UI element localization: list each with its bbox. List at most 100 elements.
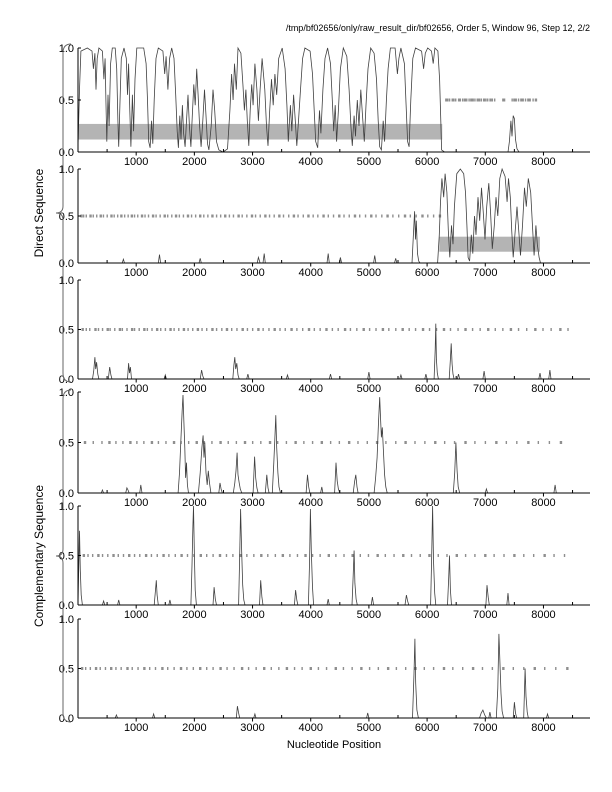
x-tick-label: 7000 [473,497,497,509]
x-tick-label: 6000 [415,609,439,621]
x-tick-label: 1000 [124,722,148,734]
orf-marks [83,441,563,444]
x-tick-label: 7000 [473,156,497,168]
x-tick-label: 8000 [531,722,555,734]
x-tick-label: 3000 [240,383,264,395]
coding-probability-curve [78,633,570,719]
y-tick-label: 1.0 [59,614,74,626]
x-tick-label: 8000 [531,497,555,509]
x-tick-label: 1000 [124,267,148,279]
x-tick-label: 2000 [182,156,206,168]
orf-marks [81,328,569,331]
x-tick-label: 8000 [531,383,555,395]
x-tick-label: 5000 [357,383,381,395]
x-tick-label: 4000 [298,156,322,168]
panel-complementary-frame-3: 1000 2000 3000 4000 5000 6000 7000 8000 1.0 0.5 0.… [59,614,590,734]
axes [77,279,590,383]
axes [77,47,590,156]
x-tick-label: 1000 [124,156,148,168]
x-tick-label: 1000 [124,609,148,621]
tick-labels: 1000 2000 3000 4000 5000 6000 7000 8000 1.0 0.5 0.… [59,614,556,734]
x-tick-label: 7000 [473,267,497,279]
gene-region-band [439,236,540,252]
axes [77,168,590,267]
y-tick-label: 1.0 [59,164,74,176]
x-tick-label: 2000 [182,267,206,279]
x-tick-label: 5000 [357,156,381,168]
axes [77,391,590,497]
coding-probability-curve [78,394,570,494]
x-tick-label: 7000 [473,609,497,621]
coding-probability-curve [78,323,570,380]
x-tick-label: 4000 [298,383,322,395]
y-tick-label: 0.5 [59,664,74,676]
orf-marks [80,214,442,218]
panel-direct-frame-1: 1000 2000 3000 4000 5000 6000 7000 80001.00.50.… [59,43,590,168]
x-tick-label: 2000 [182,609,206,621]
x-tick-label: 4000 [298,497,322,509]
y-tick-label: 1.0 [59,387,74,399]
y-tick-label: 0.0 [59,374,74,386]
tick-labels: 1000 2000 3000 4000 5000 6000 7000 8000 1.0 0.5 0.… [59,387,556,509]
x-tick-label: 1000 [124,497,148,509]
coding-probability-curve [77,46,570,153]
panel-complementary-frame-1: 1000 2000 3000 4000 5000 6000 7000 8000 1.0 0.5 0.… [59,387,590,509]
x-tick-label: 4000 [298,722,322,734]
direct-sequence-brace [55,43,72,383]
y-tick-label: 0.0 [59,258,74,270]
x-tick-label: 3000 [240,156,264,168]
x-axis-title: Nucleotide Position [286,739,382,751]
y-tick-label: 0.5 [59,211,74,223]
tick-labels: 1000 2000 3000 4000 5000 6000 7000 80001.00.50.… [59,501,556,621]
x-tick-label: 1000 [124,383,148,395]
orf-marks [82,554,566,557]
coding-probability-curve [77,505,570,606]
tick-labels: 1000 2000 3000 4000 5000 6000 7000 8000 1.0 0.5 0.… [59,164,556,279]
x-tick-label: 3000 [240,722,264,734]
x-tick-label: 6000 [415,383,439,395]
gene-region-band [78,123,443,140]
y-tick-label: 0.5 [59,438,74,450]
y-tick-label: 0.0 [59,147,74,159]
x-tick-label: 2000 [182,722,206,734]
x-tick-label: 7000 [473,722,497,734]
x-tick-label: 3000 [240,267,264,279]
y-tick-label: 0.0 [59,713,74,725]
axes [77,505,590,609]
panel-direct-frame-2: 1000 2000 3000 4000 5000 6000 7000 8000 1.0 0.5 0.… [59,164,590,279]
x-tick-label: 5000 [357,267,381,279]
x-tick-label: 2000 [182,497,206,509]
x-tick-label: 6000 [415,267,439,279]
x-tick-label: 8000 [531,267,555,279]
x-tick-label: 2000 [182,383,206,395]
tick-labels: 1000 2000 3000 4000 5000 6000 7000 8000 1.0 0.5 0.… [59,275,556,395]
y-tick-label: 1.0 [59,501,74,513]
y-tick-label: 0.0 [59,600,74,612]
x-tick-label: 6000 [415,156,439,168]
tick-labels: 1000 2000 3000 4000 5000 6000 7000 80001.00.50.… [59,43,556,168]
y-tick-label: 0.5 [59,95,74,107]
x-tick-label: 4000 [298,609,322,621]
orf-marks [80,667,569,670]
y-tick-label: 1.0 [59,275,74,287]
x-tick-label: 5000 [357,497,381,509]
orf-marks [445,98,538,102]
x-tick-label: 5000 [357,722,381,734]
x-tick-label: 6000 [415,497,439,509]
x-tick-label: 5000 [357,609,381,621]
x-tick-label: 8000 [531,609,555,621]
x-tick-label: 3000 [240,497,264,509]
x-tick-label: 4000 [298,267,322,279]
axes [77,618,590,722]
x-tick-label: 6000 [415,722,439,734]
plot-title: /tmp/bf02656/only/raw_result_dir/bf02656… [285,23,590,33]
complementary-sequence-brace [55,389,72,723]
y-tick-label: 0.5 [59,325,74,337]
x-tick-label: 7000 [473,383,497,395]
panel-direct-frame-3: 1000 2000 3000 4000 5000 6000 7000 8000 1.0 0.5 0.… [59,275,590,395]
y-tick-label: 0.5 [59,551,74,563]
x-tick-label: 8000 [531,156,555,168]
y-tick-label: 0.0 [59,488,74,500]
